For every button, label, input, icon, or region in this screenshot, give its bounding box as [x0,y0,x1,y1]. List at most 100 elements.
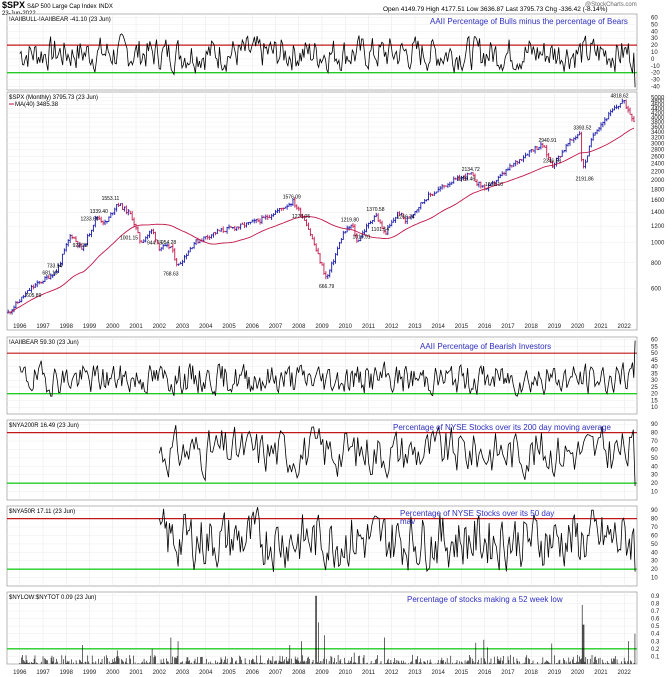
y-tick-label: 2800 [651,148,665,154]
panel-annotation: AAII Percentage of Bulls minus the perce… [430,17,628,26]
y-tick-label: 50 [651,351,658,357]
panel-title: $SPX (Monthly) 3795.73 (23 Jun) [9,95,98,101]
x-tick-label: 2003 [176,324,190,330]
y-tick-label: -30 [651,78,660,84]
y-tick-label: 50 [651,542,658,548]
y-tick-label: 4400 [651,107,665,113]
x-tick-label: 2022 [618,670,632,676]
panel-annotation: Percentage of NYSE Stocks over its 50 da… [400,509,554,518]
high-value: 4177.51 [441,6,465,13]
price-annotation: 954.28 [161,240,177,246]
y-tick-label: 2400 [651,162,665,168]
x-tick-label: 2022 [618,324,632,330]
y-tick-label: 3400 [651,130,665,136]
panel-annotation: Percentage of stocks making a 52 week lo… [407,595,563,604]
y-tick-label: 10 [651,405,658,411]
x-tick-label: 2008 [292,324,306,330]
price-annotation: 2191.86 [576,177,594,183]
chg-label: Chg [545,6,557,13]
y-tick-label: 70 [651,525,658,531]
y-tick-label: 0.9 [651,594,660,600]
x-tick-label: 2020 [571,324,585,330]
x-tick-label: 2014 [432,324,446,330]
y-tick-label: 1200 [651,224,665,230]
y-tick-label: -40 [651,85,660,91]
x-tick-label: 1998 [60,324,74,330]
ma-legend: MA(40) 3485.38 [15,102,59,108]
x-tick-label: 2003 [176,670,190,676]
price-annotation: 1920.46 [457,177,475,183]
y-tick-label: 90 [651,422,658,428]
y-tick-label: 0.6 [651,617,660,623]
open-label: Open [383,6,399,13]
x-tick-label: 2011 [362,324,376,330]
panel-legend: $NYA200R 16.49 (23 Jun) [9,423,79,429]
price-annotation: 1810.10 [485,182,503,188]
x-tick-label: 1999 [83,324,97,330]
x-tick-label: 1996 [13,324,27,330]
price-annotation: 1270.05 [292,214,310,220]
x-tick-label: 2011 [362,670,376,676]
x-tick-label: 2019 [548,324,562,330]
x-tick-label: 2002 [153,670,167,676]
y-tick-label: -20 [651,71,660,77]
ohlc-readout: Open 4149.79 High 4177.51 Low 3636.87 La… [383,6,608,13]
x-tick-label: 1997 [36,324,50,330]
y-tick-label: 1000 [651,241,665,247]
y-tick-label: 70 [651,439,658,445]
y-tick-label: 2600 [651,154,665,160]
x-tick-label: 2013 [408,324,422,330]
y-tick-label: 2200 [651,169,665,175]
y-tick-label: 30 [651,559,658,565]
y-tick-label: 0.3 [651,639,660,645]
low-label: Low [466,6,479,13]
price-annotation: 768.63 [163,271,179,277]
y-tick-label: 1800 [651,188,665,194]
y-tick-label: -10 [651,64,660,70]
y-tick-label: 30 [651,378,658,384]
price-annotation: 3393.52 [573,125,591,131]
price-annotation: 923.32 [73,243,89,249]
x-tick-label: 2007 [269,670,283,676]
price-annotation: 1266.74 [397,214,415,220]
y-tick-label: 0.2 [651,647,660,653]
y-tick-label: 0.7 [651,609,660,615]
last-value: 3795.73 [519,6,544,13]
watermark: @StockCharts.com [585,2,637,8]
x-tick-label: 2005 [222,670,236,676]
price-annotation: 1010.91 [352,235,370,241]
y-tick-label: 20 [651,481,658,487]
panel-legend: !AAIIBEAR 59.30 (23 Jun) [9,340,79,346]
x-tick-label: 2000 [106,670,120,676]
x-tick-label: 2014 [432,670,446,676]
y-tick-label: 60 [651,447,658,453]
y-tick-label: 60 [651,533,658,539]
price-annotation: 733.54 [47,264,63,270]
y-tick-label: 20 [651,567,658,573]
y-tick-label: 0.1 [651,654,660,660]
panel-legend: !AAIIBULL-!AAIIBEAR -41.10 (23 Jun) [9,17,111,23]
x-tick-label: 1997 [36,670,50,676]
y-tick-label: 600 [651,287,662,293]
price-annotation: 1339.40 [90,209,108,215]
x-tick-label: 2015 [455,324,469,330]
panel-annotation: AAII Percentage of Bearish Investors [420,342,551,351]
series-line [19,33,636,88]
price-annotation: 1101.54 [371,227,389,233]
y-tick-label: 35 [651,371,658,377]
price-annotation: 1233.66 [80,217,98,223]
low-value: 3636.87 [480,6,504,13]
x-tick-label: 2002 [153,324,167,330]
last-label: Last [505,6,518,13]
y-tick-label: 3800 [651,120,665,126]
price-annotation: 666.79 [319,284,335,290]
y-tick-label: 50 [651,456,658,462]
panel-legend: $NYLOW:$NYTOT 0.09 (23 Jun) [9,595,96,601]
series-line [158,425,636,487]
index-name: S&P 500 Large Cap Index [26,4,97,10]
price-annotation: 2346.58 [543,159,561,165]
price-annotation: 681.10 [42,270,58,276]
y-tick-label: 40 [651,365,658,371]
ma40-line [8,127,635,313]
